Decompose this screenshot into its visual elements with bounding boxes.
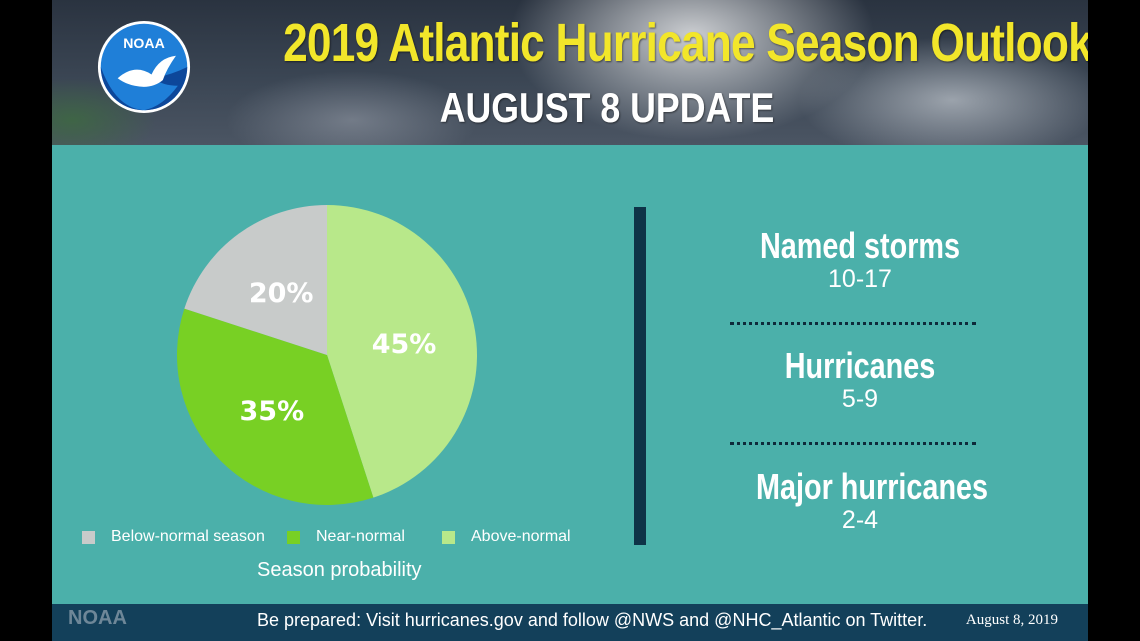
stat-named-storms: Named storms 10-17 [730, 225, 990, 294]
legend-label-above-normal: Above-normal [471, 528, 571, 545]
stat-value-named-storms: 10-17 [828, 265, 892, 293]
pie-slice-below-normal-season [184, 205, 327, 355]
pie-label-above-normal: 45% [372, 329, 437, 360]
dotted-divider [730, 322, 976, 325]
page-subtitle: AUGUST 8 UPDATE [439, 84, 775, 131]
legend-item-below-normal: Below-normal season [82, 525, 265, 549]
stat-hurricanes: Hurricanes 5-9 [730, 345, 990, 414]
legend-label-near-normal: Near-normal [316, 528, 405, 545]
pie-slice-near-normal [177, 308, 374, 505]
stat-value-hurricanes: 5-9 [841, 385, 879, 413]
footer: NOAA Be prepared: Visit hurricanes.gov a… [52, 604, 1088, 641]
header: NOAA 2019 Atlantic Hurricane Season Outl… [52, 0, 1088, 145]
stat-major-hurricanes: Major hurricanes 2-4 [730, 466, 990, 535]
legend-item-above-normal: Above-normal [442, 525, 571, 549]
pie-label-near-normal: 35% [240, 396, 305, 427]
legend: Below-normal season Near-normal Above-no… [82, 525, 622, 555]
pie-chart: 45% 35% 20% [177, 205, 478, 505]
logo-text: NOAA [123, 35, 165, 51]
dotted-divider [730, 442, 976, 445]
footer-logo: NOAA [68, 607, 127, 629]
vertical-divider [634, 207, 646, 545]
noaa-logo-icon: NOAA [97, 20, 191, 114]
stat-name-major-hurricanes: Major hurricanes [756, 466, 989, 507]
main-panel: 45% 35% 20% Below-normal season Near-norma… [52, 145, 1088, 604]
pie-label-below-normal-season: 20% [249, 278, 314, 309]
legend-item-near-normal: Near-normal [287, 525, 405, 549]
footer-date: August 8, 2019 [965, 612, 1058, 628]
legend-swatch-below-normal [82, 530, 95, 544]
pie-slice-above-normal [327, 205, 478, 498]
legend-swatch-above-normal [442, 530, 455, 544]
legend-label-below-normal: Below-normal season [111, 528, 265, 545]
page-title: 2019 Atlantic Hurricane Season Outlook [283, 13, 1088, 73]
stat-value-major-hurricanes: 2-4 [841, 506, 879, 534]
footer-message: Be prepared: Visit hurricanes.gov and fo… [257, 610, 928, 630]
legend-swatch-near-normal [287, 530, 300, 544]
stat-name-named-storms: Named storms [759, 225, 961, 266]
infographic: NOAA 2019 Atlantic Hurricane Season Outl… [52, 0, 1088, 641]
stat-name-hurricanes: Hurricanes [784, 345, 936, 386]
chart-title: Season probability [257, 559, 422, 581]
